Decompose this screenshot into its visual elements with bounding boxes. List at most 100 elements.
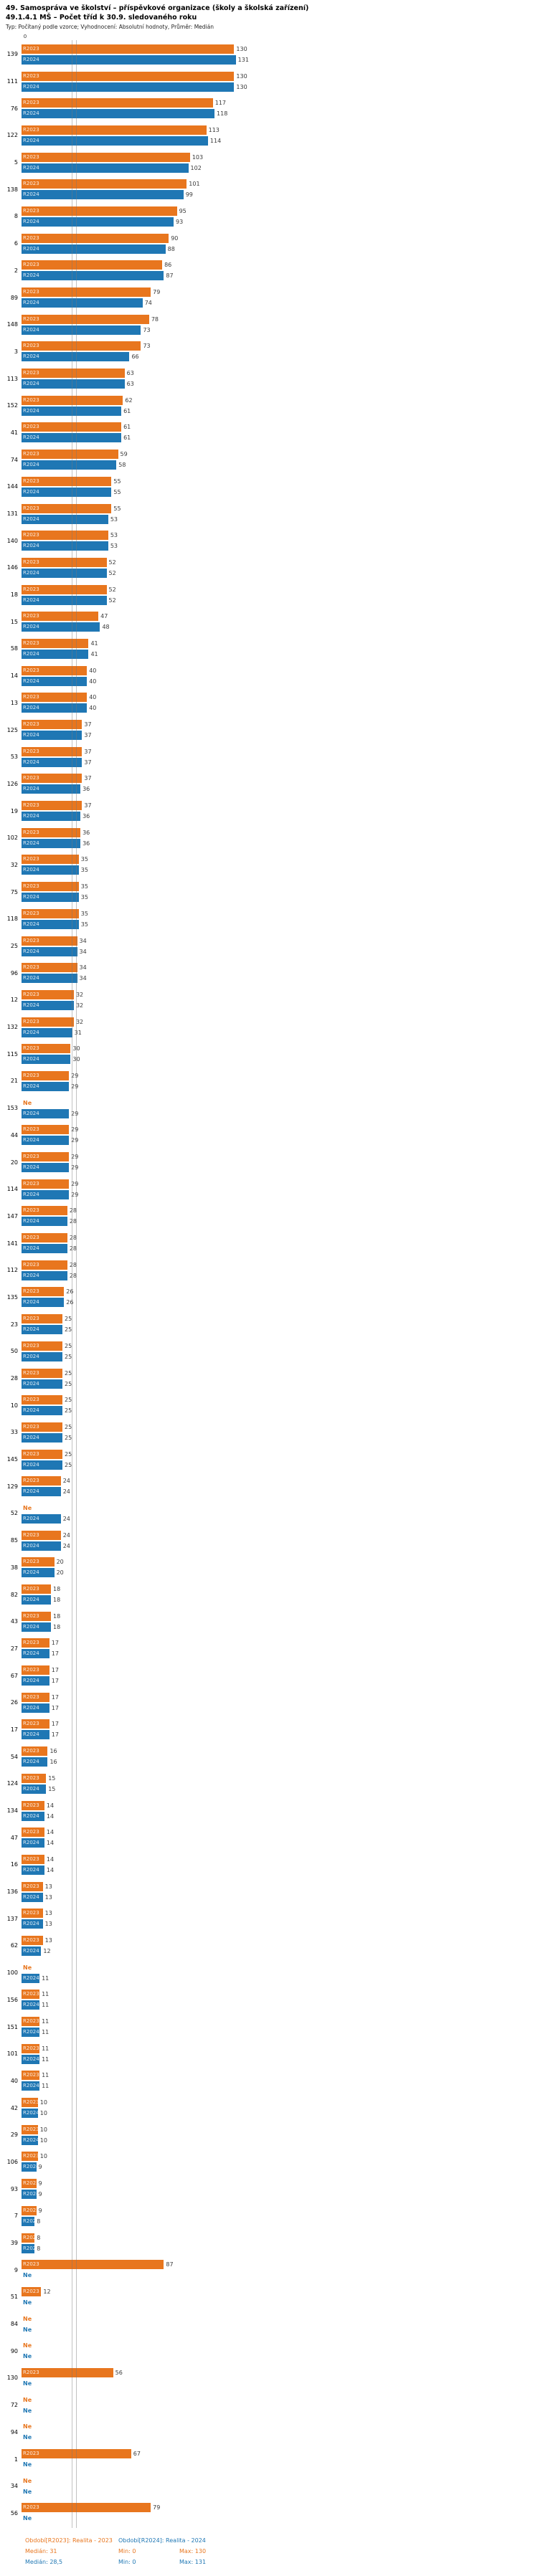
bar-r2024: R2024 [22,1189,70,1199]
bar-value-label: 117 [214,100,227,107]
series-inline-label: R2023 [23,559,39,565]
bar-r2023: R2023 [22,1557,55,1567]
chart-group: 126 R2023 37 R2024 36 [0,771,538,798]
bar-row-r2024: R2024 32 [22,1000,538,1010]
group-id-label: 27 [10,1645,18,1652]
series-inline-label: R2024 [23,678,39,684]
bar-r2023: R2023 [22,233,169,243]
group-id-label: 138 [6,186,18,193]
chart-group: 94 Ne Ne [0,2419,538,2446]
group-bars: R2023 52 R2024 52 [22,584,538,605]
bar-row-r2023: R2023 18 [22,1584,538,1594]
group-id-label: 90 [10,2347,18,2354]
bar-r2024: R2024 [22,649,89,659]
bar-row-r2024: R2024 18 [22,1622,538,1632]
bar-r2023: R2023 [22,2017,40,2027]
series-inline-label: R2023 [23,964,39,971]
series-inline-label: R2023 [23,234,39,241]
bar-row-r2024: R2024 14 [22,1811,538,1821]
bar-value-label: 102 [190,164,202,171]
chart-group: 5 R2023 103 R2024 102 [0,149,538,176]
bar-row-r2024: R2024 73 [22,325,538,335]
chart-group: 153 Ne R2024 29 [0,1095,538,1122]
bar-row-r2023: R2023 11 [22,2071,538,2081]
bar-r2023: R2023 [22,2098,38,2108]
bar-row-r2023: R2023 14 [22,1800,538,1810]
bar-row-r2024: R2024 28 [22,1270,538,1280]
series-inline-label: R2023 [23,477,39,484]
group-id-label: 6 [14,240,18,247]
bar-value-label: 24 [62,1542,70,1549]
bar-r2023: R2023 [22,1692,49,1702]
group-bars: R2023 11 R2024 11 [22,1990,538,2010]
bar-value-label: 13 [44,1921,52,1928]
bar-value-label: 130 [236,45,247,52]
group-bars: R2023 28 R2024 28 [22,1206,538,1227]
bar-value-label: 25 [65,1461,72,1468]
series-inline-label: R2024 [23,1029,39,1035]
bar-r2023: R2023 [22,1773,47,1783]
bar-r2023: R2023 [22,2179,37,2189]
bar-r2024: R2024 [22,1757,48,1767]
bar-value-label: 28 [69,1245,77,1253]
bar-row-r2023: R2023 25 [22,1395,538,1405]
group-id-label: 151 [6,2023,18,2030]
series-inline-label: R2023 [23,802,39,809]
group-bars: R2023 32 R2024 32 [22,989,538,1010]
bar-row-r2023: R2023 117 [22,98,538,108]
group-id-label: 62 [10,1942,18,1949]
group-bars: R2023 35 R2024 35 [22,855,538,875]
chart-group: 152 R2023 62 R2024 61 [0,392,538,419]
bar-value-label: 79 [153,289,161,296]
bar-row-r2023: R2023 101 [22,179,538,189]
missing-value-label: Ne [23,1099,32,1106]
bar-row-r2024: R2024 34 [22,974,538,984]
series-inline-label: R2023 [23,315,39,322]
series-inline-label: R2023 [23,1531,39,1538]
series-inline-label: R2023 [23,1450,39,1457]
chart-group: 19 R2023 37 R2024 36 [0,797,538,824]
group-bars: R2023 37 R2024 36 [22,774,538,794]
chart-group: 54 R2023 16 R2024 16 [0,1743,538,1770]
bar-value-label: 59 [120,451,128,458]
group-id-label: 112 [6,1267,18,1274]
bar-row-r2023: R2023 11 [22,2017,538,2027]
bar-row-r2023: R2023 55 [22,476,538,486]
series-inline-label: R2024 [23,1434,39,1440]
group-id-label: 96 [10,969,18,976]
series-inline-label: R2023 [23,532,39,538]
chart-group: 72 Ne Ne [0,2392,538,2419]
chart-group: 144 R2023 55 R2024 55 [0,473,538,500]
series-inline-label: R2023 [23,883,39,890]
bar-row-r2024: R2024 18 [22,1595,538,1605]
chart-group: 96 R2023 34 R2024 34 [0,959,538,987]
series-inline-label: R2023 [23,1640,39,1646]
bar-value-label: 28 [69,1218,77,1225]
series-inline-label: R2024 [23,434,39,441]
chart-group: 2 R2023 86 R2024 87 [0,257,538,285]
group-id-label: 100 [6,1969,18,1977]
series-inline-label: R2024 [23,1488,39,1495]
group-id-label: 115 [6,1050,18,1058]
chart-group: 138 R2023 101 R2024 99 [0,176,538,203]
bar-value-label: 36 [82,829,90,836]
bar-r2024: R2024 [22,136,208,146]
group-bars: R2023 12 Ne [22,2286,538,2307]
bar-r2023: R2023 [22,1909,43,1919]
bar-r2023: R2023 [22,1746,48,1757]
bar-r2023: R2023 [22,693,88,703]
bar-r2024: R2024 [22,433,122,443]
chart-group: 16 R2023 14 R2024 14 [0,1851,538,1878]
bar-r2023: R2023 [22,125,207,135]
series-inline-label: R2023 [23,451,39,457]
bar-row-r2023: R2023 30 [22,1044,538,1054]
bar-value-label: 30 [72,1045,80,1052]
series-inline-label: R2023 [23,1910,39,1916]
series-inline-label: R2023 [23,721,39,728]
group-id-label: 25 [10,943,18,950]
series-inline-label: R2024 [23,1542,39,1549]
bar-row-r2024: R2024 40 [22,703,538,713]
series-inline-label: R2023 [23,1774,39,1781]
bar-value-label: 25 [65,1397,72,1404]
bar-value-label: 24 [62,1515,70,1522]
